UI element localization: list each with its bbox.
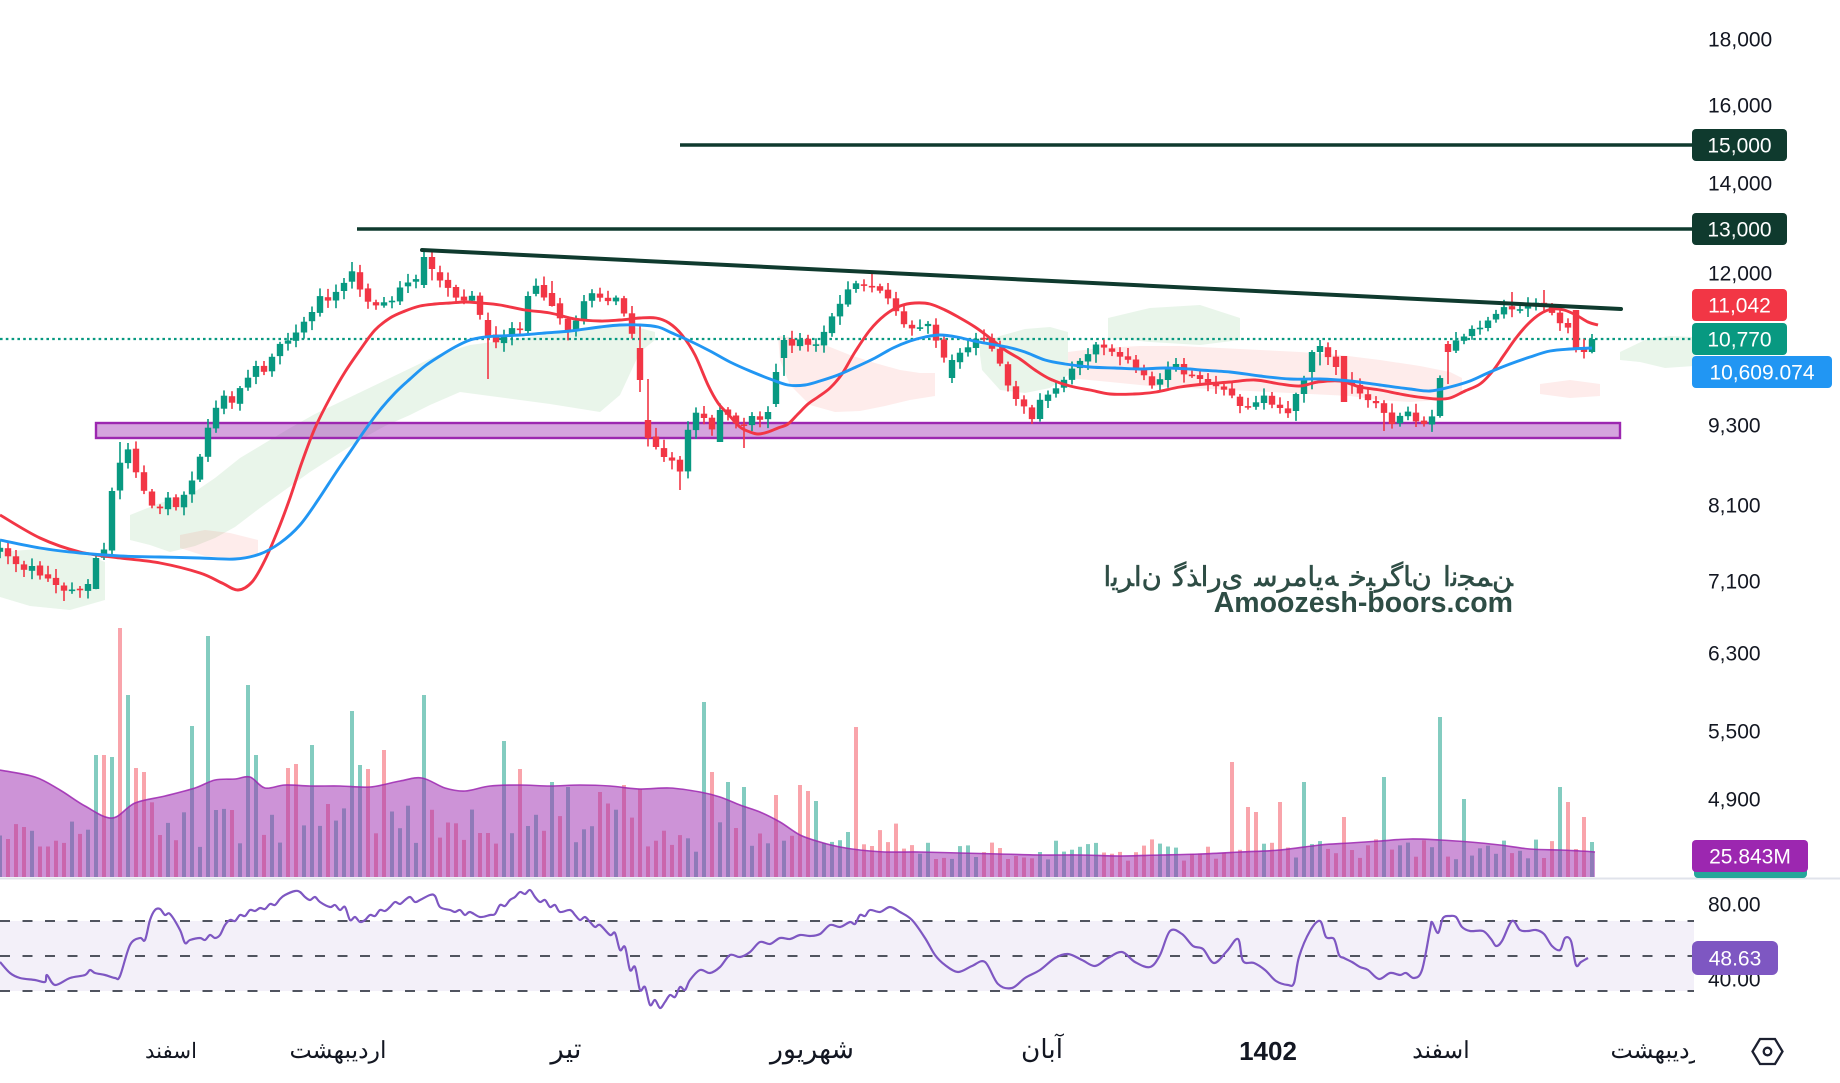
svg-text:7,100: 7,100: [1708, 571, 1761, 594]
svg-text:80.00: 80.00: [1708, 894, 1761, 917]
svg-text:11,042: 11,042: [1708, 295, 1771, 318]
svg-text:9,300: 9,300: [1708, 415, 1761, 438]
svg-text:18,000: 18,000: [1708, 29, 1772, 52]
svg-text:25.843M: 25.843M: [1709, 846, 1791, 869]
svg-text:Amoozesh-boors.com: Amoozesh-boors.com: [1214, 587, 1513, 619]
svg-text:10,770: 10,770: [1707, 329, 1771, 352]
svg-text:5,500: 5,500: [1708, 721, 1761, 744]
svg-text:8,100: 8,100: [1708, 495, 1761, 518]
svg-text:16,000: 16,000: [1708, 95, 1772, 118]
svg-text:1402: 1402: [1239, 1036, 1297, 1066]
svg-text:4,900: 4,900: [1708, 789, 1761, 812]
svg-text:12,000: 12,000: [1708, 263, 1772, 286]
svg-text:14,000: 14,000: [1708, 173, 1772, 196]
svg-text:10,609.074: 10,609.074: [1709, 362, 1814, 385]
svg-text:13,000: 13,000: [1707, 219, 1771, 242]
svg-text:48.63: 48.63: [1709, 948, 1762, 971]
svg-text:6,300: 6,300: [1708, 643, 1761, 666]
svg-text:15,000: 15,000: [1707, 135, 1771, 158]
